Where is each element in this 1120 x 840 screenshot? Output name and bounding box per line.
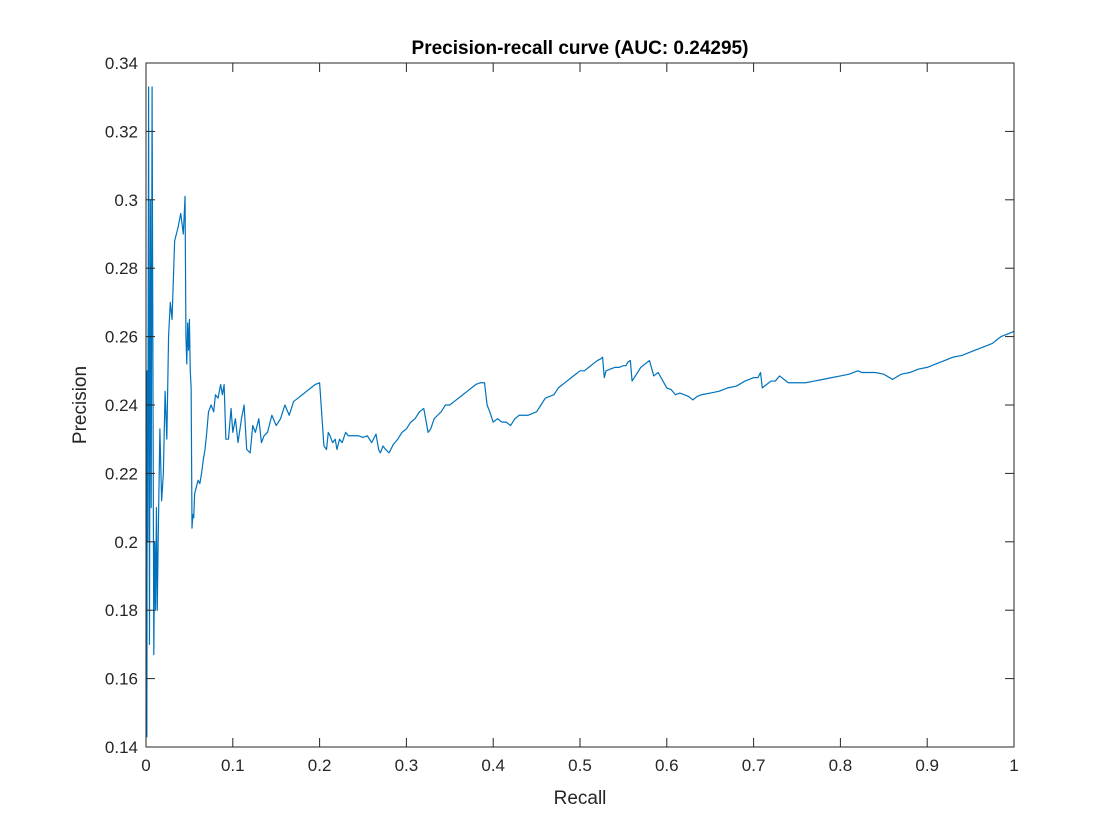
y-tick-label: 0.2 <box>114 533 138 552</box>
y-tick-label: 0.26 <box>105 328 138 347</box>
x-tick-label: 0.9 <box>915 756 939 775</box>
x-tick-labels: 0 0.1 0.2 0.3 0.4 0.5 0.6 0.7 0.8 0.9 1 <box>141 756 1018 775</box>
x-tick-label: 0.3 <box>395 756 419 775</box>
y-tick-label: 0.22 <box>105 464 138 483</box>
plot-area <box>146 63 1014 747</box>
x-tick-label: 0.8 <box>829 756 853 775</box>
ticks-group <box>145 62 1015 748</box>
y-tick-labels: 0.14 0.16 0.18 0.2 0.22 0.24 0.26 0.28 0.3 0.32 0.… <box>105 54 138 757</box>
y-tick-label: 0.18 <box>105 601 138 620</box>
x-tick-label: 0.4 <box>481 756 505 775</box>
x-tick-label: 0.6 <box>655 756 679 775</box>
x-axis-label: Recall <box>554 788 607 809</box>
series-line <box>145 86 1015 738</box>
x-tick-label: 0 <box>141 756 150 775</box>
y-tick-label: 0.16 <box>105 670 138 689</box>
y-axis-label: Precision <box>70 366 91 444</box>
y-tick-label: 0.32 <box>105 122 138 141</box>
x-tick-label: 0.7 <box>742 756 766 775</box>
x-tick-label: 0.2 <box>308 756 332 775</box>
y-tick-label: 0.24 <box>105 396 138 415</box>
y-tick-label: 0.3 <box>114 191 138 210</box>
x-tick-label: 1 <box>1009 756 1018 775</box>
x-tick-label: 0.5 <box>568 756 592 775</box>
y-tick-label: 0.14 <box>105 738 138 757</box>
chart-title: Precision-recall curve (AUC: 0.24295) <box>412 38 749 59</box>
y-tick-label: 0.34 <box>105 54 138 73</box>
x-tick-label: 0.1 <box>221 756 245 775</box>
series-group <box>145 86 1015 738</box>
y-tick-label: 0.28 <box>105 259 138 278</box>
